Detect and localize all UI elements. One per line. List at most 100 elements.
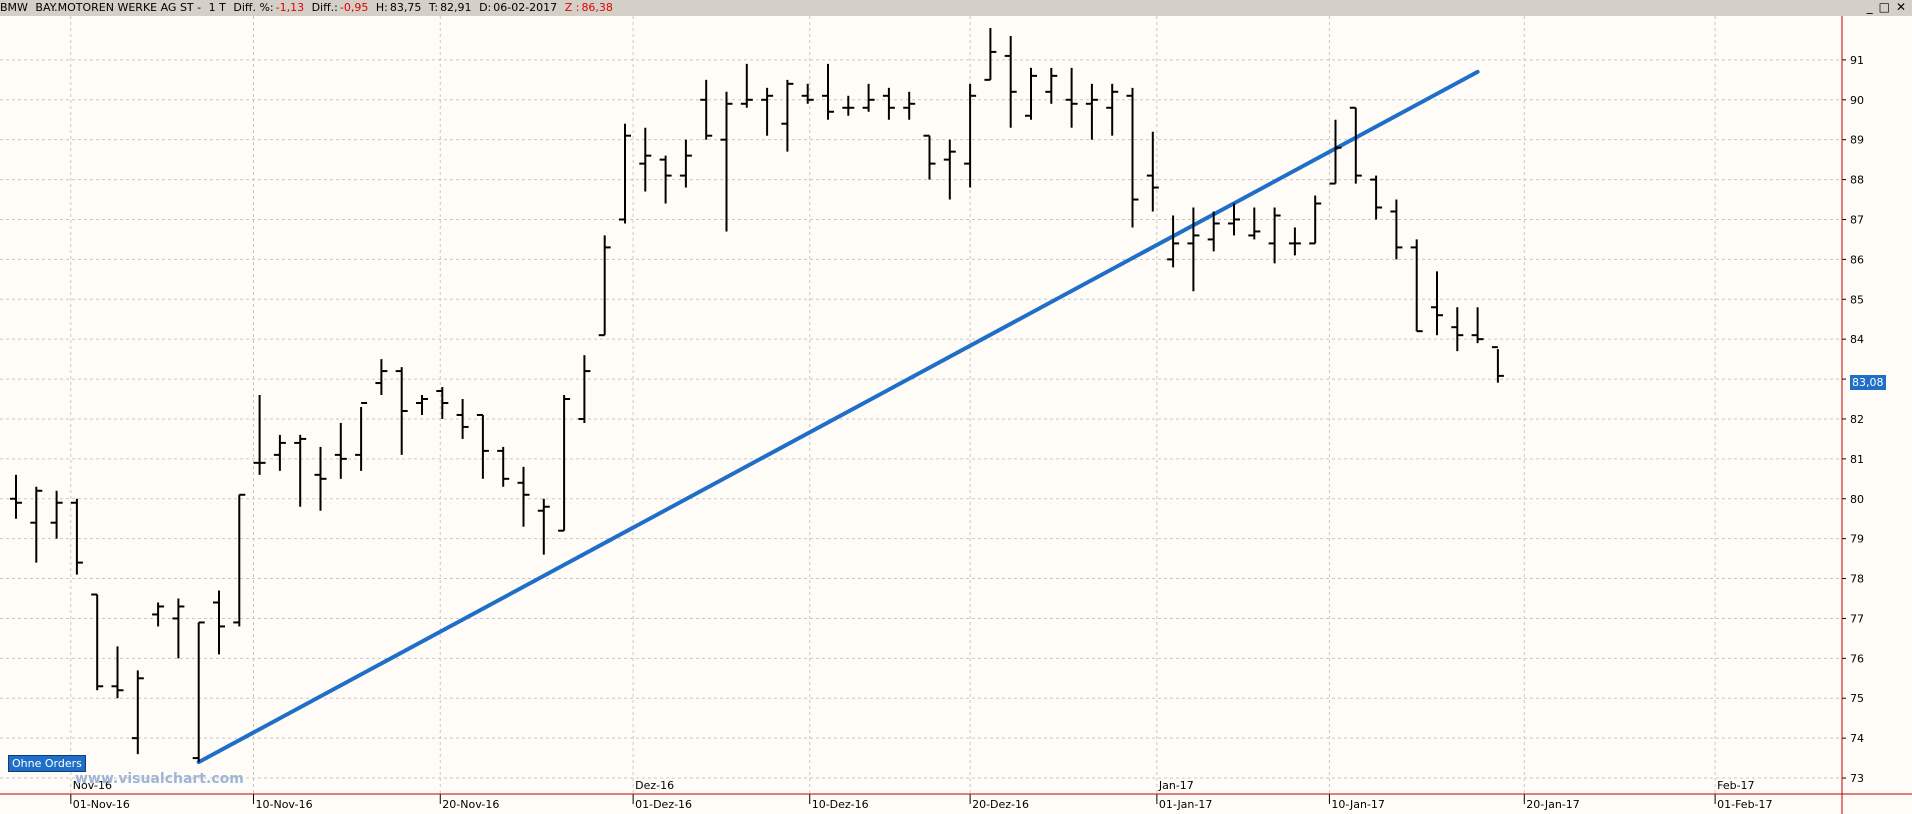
ohlc-bar (1288, 227, 1301, 256)
ohlc-bar (314, 446, 327, 511)
ohlc-bar (497, 446, 510, 487)
ohlc-bar (781, 79, 794, 152)
maximize-button[interactable]: □ (1878, 0, 1890, 14)
ohlc-bar (1045, 67, 1058, 104)
ohlc-bar (720, 91, 733, 232)
ohlc-bar (578, 355, 591, 423)
close-label: Z : (564, 1, 580, 14)
axes (0, 16, 1912, 814)
y-tick-label: 82 (1850, 413, 1864, 426)
symbol: BMW (0, 1, 28, 14)
y-tick-label: 84 (1850, 333, 1864, 346)
y-axis-labels: 73747576777879808182838485868788899091 (1850, 54, 1864, 785)
close-value: 86,38 (581, 1, 613, 14)
y-tick-label: 91 (1850, 54, 1864, 67)
diff-value: -0,95 (339, 1, 369, 14)
ohlc-bar (598, 235, 611, 337)
y-tick-label: 80 (1850, 493, 1864, 506)
ohlc-bar (700, 79, 713, 140)
ohlc-bar (1085, 83, 1098, 140)
y-tick-label: 76 (1850, 652, 1864, 665)
y-tick-label: 88 (1850, 174, 1864, 187)
x-tick-label: 01-Feb-17 (1717, 798, 1772, 811)
orders-badge[interactable]: Ohne Orders (8, 755, 86, 772)
ohlc-bar (1167, 215, 1180, 268)
ohlc-bar (639, 127, 652, 192)
ohlc-bar (50, 490, 63, 539)
ohlc-bar (294, 434, 307, 507)
month-label: Jan-17 (1158, 779, 1194, 792)
ohlc-bar (1471, 307, 1484, 344)
trendline (196, 69, 1480, 765)
ohlc-bar (679, 139, 692, 188)
y-tick-label: 87 (1850, 213, 1864, 226)
ohlc-bar (740, 63, 753, 108)
ohlc-bar (375, 359, 388, 396)
ohlc-bar (91, 593, 104, 691)
y-tick-label: 74 (1850, 732, 1864, 745)
ohlc-bar (1228, 203, 1240, 236)
window-controls: _ □ ✕ (1865, 0, 1910, 15)
ohlc-bar (558, 395, 571, 532)
ohlc-bar (172, 598, 185, 659)
x-tick-label: 10-Jan-17 (1331, 798, 1385, 811)
instrument-name: BAY.MOTOREN WERKE AG ST - (35, 1, 202, 14)
grid (0, 16, 1842, 794)
date-label: D: (479, 1, 492, 14)
x-tick-label: 20-Dez-16 (972, 798, 1029, 811)
ohlc-bar (1370, 175, 1383, 220)
ohlc-bar (619, 123, 631, 224)
ohlc-bar (213, 590, 225, 655)
high-value: 83,75 (389, 1, 422, 14)
ohlc-bar (273, 434, 286, 471)
x-tick-label: 20-Nov-16 (442, 798, 499, 811)
high-label: H: (375, 1, 388, 14)
ohlc-bar (862, 83, 875, 112)
ohlc-bar (517, 466, 530, 527)
ohlc-bar (822, 63, 834, 120)
ohlc-bar (1491, 346, 1504, 383)
ohlc-bar (1065, 67, 1078, 128)
ohlc-bar (943, 139, 956, 200)
x-tick-label: 10-Dez-16 (812, 798, 869, 811)
low-value: 82,91 (440, 1, 472, 14)
x-tick-label: 01-Jan-17 (1159, 798, 1213, 811)
diff-pct-label: Diff. %: (233, 1, 274, 14)
ohlc-bar (1410, 239, 1423, 333)
y-tick-label: 86 (1850, 253, 1864, 266)
y-tick-label: 85 (1850, 293, 1864, 306)
date-value: 06-02-2017 (493, 1, 558, 14)
ohlc-bar (70, 498, 83, 575)
ohlc-bar (1187, 207, 1200, 292)
ohlc-bar (1349, 106, 1362, 184)
ohlc-bar (456, 399, 469, 439)
ohlc-bar (761, 87, 774, 136)
y-tick-label: 75 (1850, 692, 1864, 705)
ohlc-bar (1106, 83, 1119, 136)
close-button[interactable]: ✕ (1895, 0, 1906, 14)
ohlc-bar (1431, 271, 1443, 336)
ohlc-bar (192, 621, 205, 763)
ohlc-bar (1025, 67, 1037, 120)
x-tick-label: 01-Dez-16 (635, 798, 692, 811)
month-label: Feb-17 (1717, 779, 1754, 792)
minimize-button[interactable]: _ (1866, 0, 1873, 14)
last-price-tag: 83,08 (1850, 375, 1886, 390)
ohlc-bar (131, 670, 144, 755)
diff-pct-value: -1,13 (275, 1, 305, 14)
ohlc-bar (1268, 207, 1281, 264)
ohlc-bar (1248, 207, 1261, 240)
ohlc-bars (10, 27, 1504, 763)
ohlc-bar (355, 402, 368, 471)
ohlc-bar (111, 646, 124, 699)
ohlc-bar (1309, 195, 1322, 245)
ohlc-bar (984, 27, 997, 81)
y-tick-label: 81 (1850, 453, 1864, 466)
ohlc-bar (436, 387, 449, 419)
x-tick-label: 10-Nov-16 (256, 798, 313, 811)
low-label: T: (428, 1, 439, 14)
diff-label: Diff.: (311, 1, 338, 14)
x-tick-label: 01-Nov-16 (73, 798, 130, 811)
